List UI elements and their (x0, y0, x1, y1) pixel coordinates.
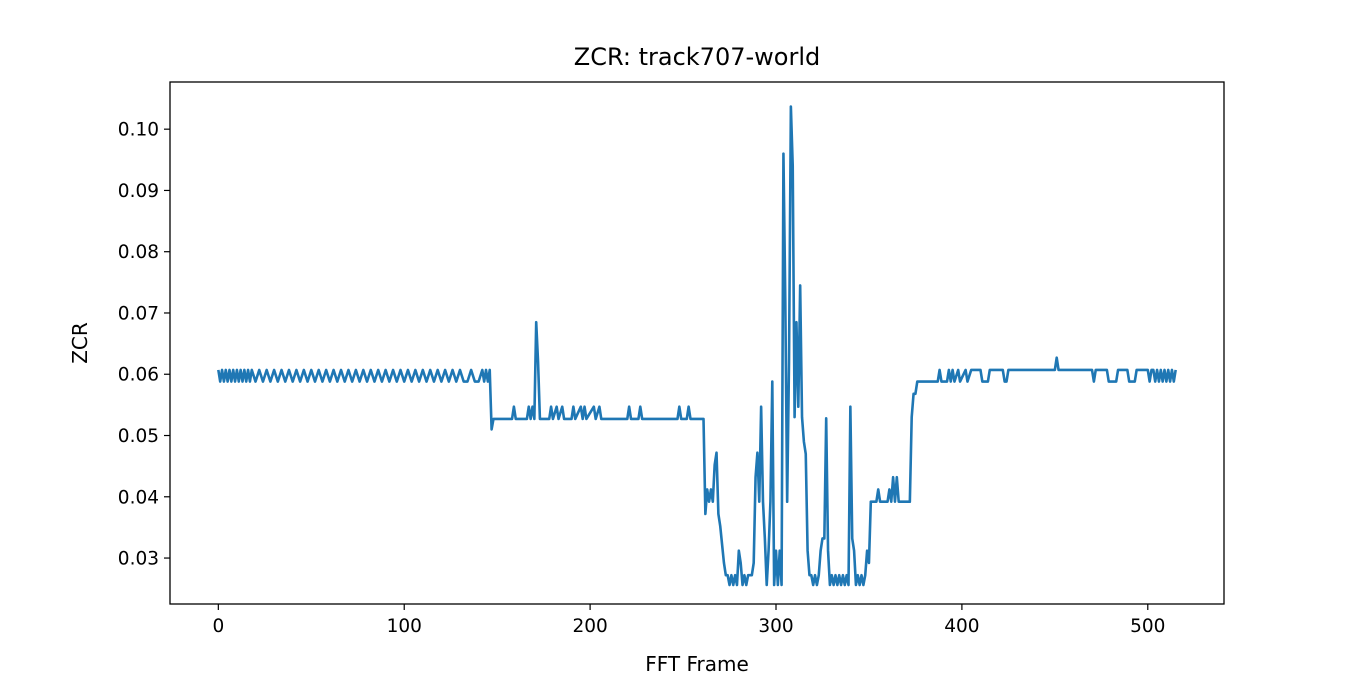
x-tick-label: 200 (572, 616, 607, 637)
y-tick-label: 0.10 (118, 120, 159, 141)
y-tick-label: 0.09 (118, 181, 159, 202)
plot-frame (169, 81, 1225, 605)
x-tick-label: 300 (758, 616, 793, 637)
y-tick-label: 0.07 (118, 303, 159, 324)
x-axis-label: FFT Frame (645, 652, 749, 676)
y-axis-label: ZCR (68, 322, 92, 364)
y-tick-label: 0.06 (118, 365, 159, 386)
x-tick-label: 100 (387, 616, 422, 637)
x-tick-label: 400 (944, 616, 979, 637)
zcr-series-line (217, 105, 1177, 587)
y-tick-label: 0.04 (118, 487, 159, 508)
x-tick-label: 0 (212, 616, 224, 637)
x-tick-label: 500 (1130, 616, 1165, 637)
ticks-layer: 0 100 200 300 400 500 0.03 0.04 0.05 0.06 0.07 0.08… (118, 120, 1166, 637)
y-tick-label: 0.08 (118, 242, 159, 263)
chart-title: ZCR: track707-world (574, 43, 820, 71)
y-tick-label: 0.05 (118, 426, 159, 447)
y-tick-label: 0.03 (118, 549, 159, 570)
